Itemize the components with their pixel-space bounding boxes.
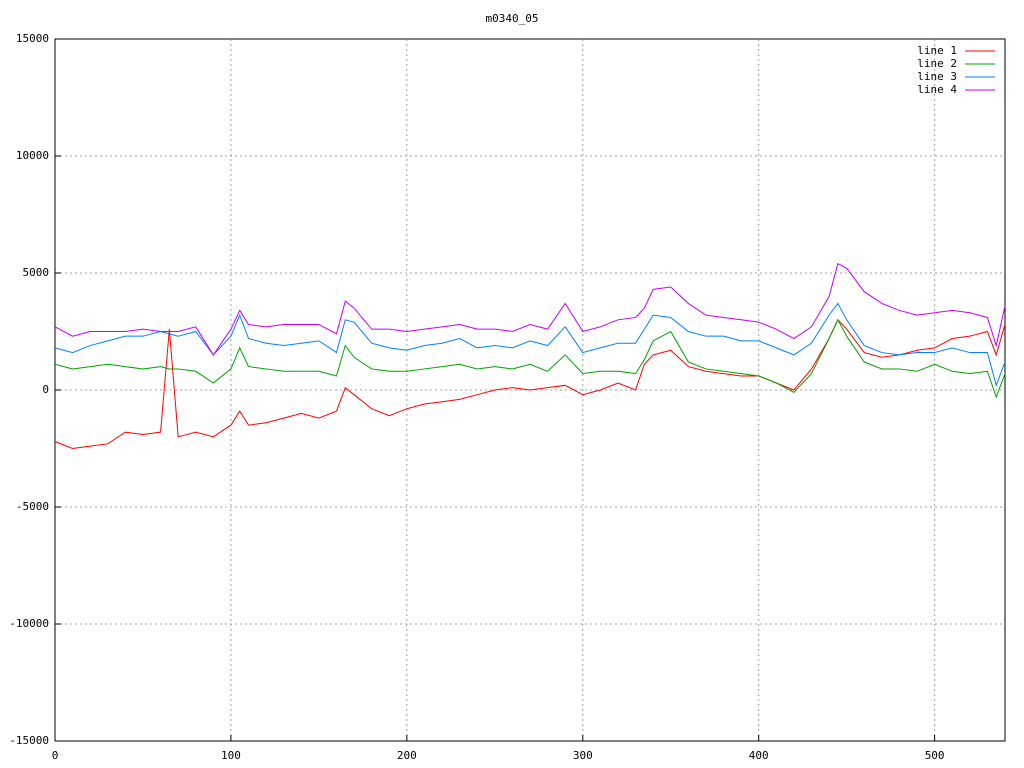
x-tick-label: 200 [397,749,417,762]
x-tick-label: 100 [221,749,241,762]
x-tick-label: 500 [925,749,945,762]
legend-label: line 4 [917,83,957,96]
series-line [54,318,1006,450]
x-tick-label: 0 [52,749,59,762]
legend-label: line 1 [917,44,957,57]
y-tick-label: 10000 [16,149,49,162]
y-tick-label: 15000 [16,32,49,45]
x-tick-label: 300 [573,749,593,762]
x-tick-label: 400 [749,749,769,762]
y-tick-label: 0 [42,383,49,396]
y-tick-label: -5000 [16,500,49,513]
series-line [54,318,1006,399]
y-tick-label: -15000 [9,734,49,747]
y-tick-label: -10000 [9,617,49,630]
y-tick-label: 5000 [23,266,50,279]
legend-label: line 2 [917,57,957,70]
series-line [54,262,1006,356]
legend-label: line 3 [917,70,957,83]
chart-title: m0340_05 [486,12,539,25]
